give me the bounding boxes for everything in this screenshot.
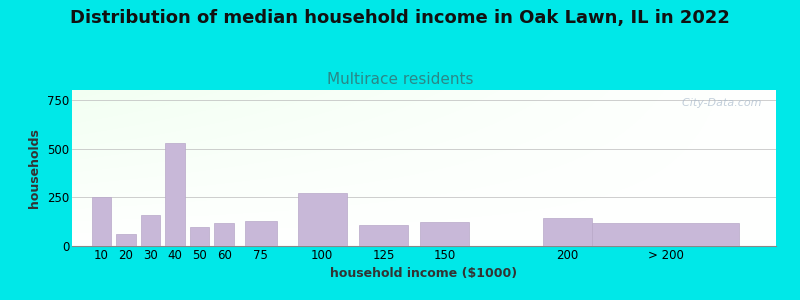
X-axis label: household income ($1000): household income ($1000) <box>330 267 518 280</box>
Text: Distribution of median household income in Oak Lawn, IL in 2022: Distribution of median household income … <box>70 9 730 27</box>
Bar <box>543 218 592 246</box>
Y-axis label: households: households <box>29 128 42 208</box>
Bar <box>190 226 210 246</box>
Bar <box>359 224 408 246</box>
Bar <box>420 222 470 246</box>
Bar <box>214 223 234 246</box>
Bar <box>141 215 160 246</box>
Text: Multirace residents: Multirace residents <box>326 72 474 87</box>
Text: City-Data.com: City-Data.com <box>675 98 762 108</box>
Bar <box>298 193 346 246</box>
Bar <box>245 221 277 246</box>
Bar <box>92 197 111 246</box>
Bar <box>166 142 185 246</box>
Bar <box>116 234 136 246</box>
Bar <box>592 223 739 246</box>
